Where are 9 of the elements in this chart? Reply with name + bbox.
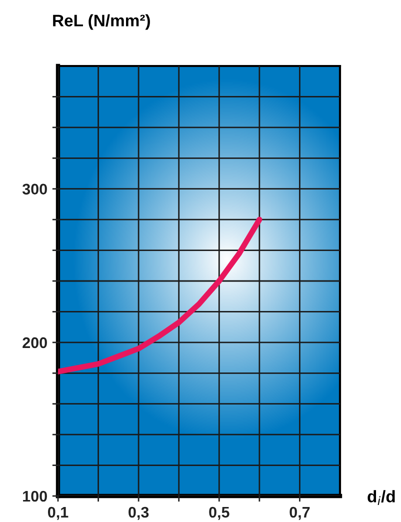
y-tick-label: 300	[22, 184, 47, 195]
x-tick-label: 0,7	[290, 506, 310, 520]
y-tick-label: 200	[22, 337, 47, 348]
x-tick-label: 0,1	[48, 506, 68, 520]
x-tick-label: 0,5	[209, 506, 230, 520]
y-tick-label: 100	[23, 490, 47, 502]
x-tick-label: 0,3	[128, 506, 149, 520]
y-axis-title: ReL (N/mm²)	[53, 14, 150, 30]
x-axis-title: d$_{i}$/d	[368, 490, 395, 505]
